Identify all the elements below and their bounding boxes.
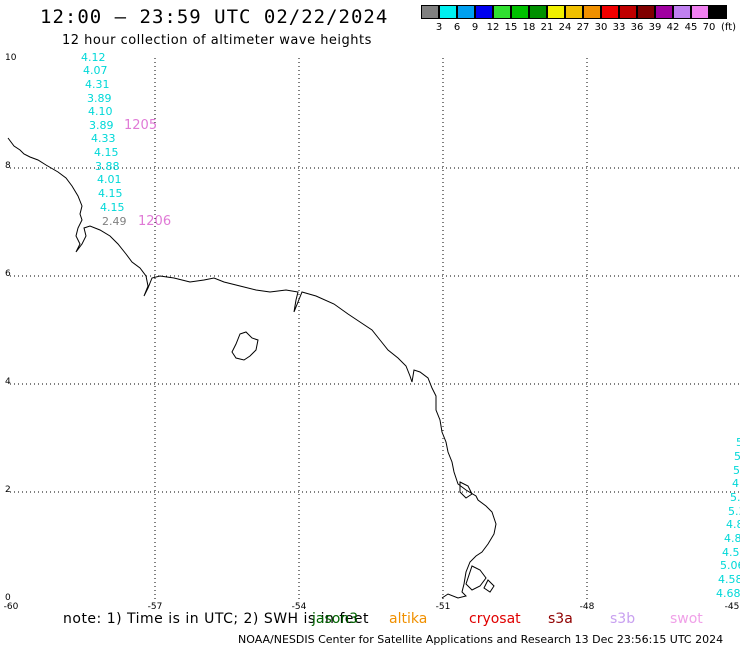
scale-label: 18 bbox=[522, 22, 536, 33]
wave-height-value: 4.57 bbox=[722, 546, 740, 559]
map-title: 12:00 – 23:59 UTC 02/22/2024 bbox=[40, 6, 389, 28]
scale-label: 39 bbox=[648, 22, 662, 33]
scale-label: 27 bbox=[576, 22, 590, 33]
longitude-label: -51 bbox=[435, 602, 451, 612]
wave-height-value: 5 bbox=[733, 464, 740, 477]
scale-label: 3 bbox=[435, 22, 443, 33]
scale-swatch bbox=[601, 5, 619, 19]
wave-height-value: 4.68 bbox=[716, 587, 740, 600]
legend-note: note: 1) Time is in UTC; 2) SWH is in fe… bbox=[63, 611, 370, 627]
satellite-legend-altika: altika bbox=[389, 611, 428, 627]
wave-height-value: 5.3 bbox=[728, 505, 740, 518]
scale-swatch bbox=[673, 5, 691, 19]
pass-label-1206: 1206 bbox=[138, 214, 172, 229]
scale-unit: (ft) bbox=[721, 22, 737, 33]
latitude-label: 4 bbox=[5, 377, 11, 387]
scale-label: 45 bbox=[684, 22, 698, 33]
scale-swatch bbox=[655, 5, 673, 19]
scale-swatch bbox=[709, 5, 727, 19]
scale-label: 6 bbox=[453, 22, 461, 33]
wave-height-value: 4.15 bbox=[94, 146, 119, 159]
delta-islands bbox=[459, 481, 495, 593]
latitude-label: 0 bbox=[5, 593, 11, 603]
scale-label: 33 bbox=[612, 22, 626, 33]
longitude-label: -54 bbox=[291, 602, 307, 612]
scale-label: 21 bbox=[540, 22, 554, 33]
scale-swatch bbox=[421, 5, 439, 19]
scale-swatch bbox=[529, 5, 547, 19]
latitude-label: 6 bbox=[5, 269, 11, 279]
scale-swatch bbox=[637, 5, 655, 19]
scale-swatch bbox=[565, 5, 583, 19]
wave-height-value: 4.10 bbox=[88, 105, 113, 118]
scale-swatch bbox=[493, 5, 511, 19]
scale-swatch bbox=[619, 5, 637, 19]
wave-height-value: 4.31 bbox=[85, 78, 110, 91]
scale-swatch bbox=[457, 5, 475, 19]
wave-height-value: 4.15 bbox=[98, 187, 123, 200]
wave-height-value: 4. bbox=[732, 477, 740, 490]
scale-label: 70 bbox=[702, 22, 716, 33]
latitude-label: 2 bbox=[5, 485, 11, 495]
scale-swatch bbox=[475, 5, 493, 19]
longitude-label: -48 bbox=[579, 602, 595, 612]
scale-label: 24 bbox=[558, 22, 572, 33]
scale-label: 9 bbox=[471, 22, 479, 33]
coastline bbox=[7, 137, 497, 599]
satellite-legend-swot: swot bbox=[670, 611, 703, 627]
latitude-label: 8 bbox=[5, 161, 11, 171]
scale-swatch bbox=[439, 5, 457, 19]
island-outline bbox=[231, 331, 259, 361]
scale-swatch bbox=[547, 5, 565, 19]
wave-height-value: 2.49 bbox=[102, 215, 127, 228]
wave-height-value: 4.8 bbox=[724, 532, 740, 545]
longitude-label: -60 bbox=[3, 602, 19, 612]
latitude-label: 10 bbox=[5, 53, 17, 63]
wave-height-value: 3.89 bbox=[89, 119, 114, 132]
scale-swatch bbox=[583, 5, 601, 19]
wave-height-value: 3.88 bbox=[95, 160, 120, 173]
satellite-legend-jason3: jason3 bbox=[312, 611, 359, 627]
satellite-legend-s3a: s3a bbox=[548, 611, 573, 627]
wave-height-value: 4.58 bbox=[718, 573, 740, 586]
pass-label-1205: 1205 bbox=[124, 118, 158, 133]
wave-height-value: 3.89 bbox=[87, 92, 112, 105]
wave-height-value: 4.8 bbox=[726, 518, 740, 531]
satellite-legend-s3b: s3b bbox=[610, 611, 636, 627]
scale-label: 36 bbox=[630, 22, 644, 33]
longitude-label: -57 bbox=[147, 602, 163, 612]
scale-label: 42 bbox=[666, 22, 680, 33]
wave-height-value: 5 bbox=[734, 450, 740, 463]
scale-label: 30 bbox=[594, 22, 608, 33]
wave-height-value: 5.06 bbox=[720, 559, 740, 572]
scale-label: 15 bbox=[504, 22, 518, 33]
lat-lon-grid bbox=[10, 58, 740, 600]
longitude-label: -45 bbox=[724, 602, 740, 612]
map-subtitle: 12 hour collection of altimeter wave hei… bbox=[62, 33, 372, 48]
scale-swatch bbox=[691, 5, 709, 19]
footer-credit: NOAA/NESDIS Center for Satellite Applica… bbox=[238, 633, 724, 646]
wave-height-value: 5 bbox=[736, 436, 740, 449]
wave-height-value: 4.15 bbox=[100, 201, 125, 214]
scale-label: 12 bbox=[486, 22, 500, 33]
scale-swatch bbox=[511, 5, 529, 19]
wave-height-value: 4.01 bbox=[97, 173, 122, 186]
satellite-legend-cryosat: cryosat bbox=[469, 611, 521, 627]
wave-height-value: 4.07 bbox=[83, 64, 108, 77]
wave-height-value: 4.33 bbox=[91, 132, 116, 145]
wave-height-value: 5. bbox=[730, 491, 740, 504]
wave-height-value: 4.12 bbox=[81, 51, 106, 64]
